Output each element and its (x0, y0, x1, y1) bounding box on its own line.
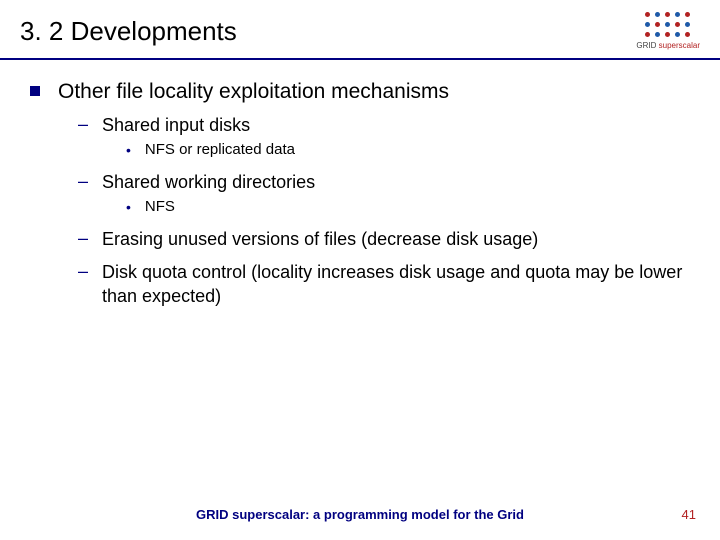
dot-bullet-icon: • (126, 198, 131, 218)
bullet-level1-text: Other file locality exploitation mechani… (58, 80, 449, 104)
slide-title: 3. 2 Developments (20, 16, 237, 47)
bullet-level1: Other file locality exploitation mechani… (30, 80, 690, 104)
logo-caption: GRID superscalar (636, 41, 700, 50)
bullet-level2: – Shared working directories (78, 171, 690, 194)
brand-logo: GRID superscalar (636, 12, 700, 50)
bullet-level2: – Disk quota control (locality increases… (78, 261, 690, 308)
bullet-level2-text: Shared working directories (102, 171, 315, 194)
dash-bullet-icon: – (78, 114, 88, 136)
logo-dot-grid (645, 12, 692, 39)
bullet-level3: • NFS (126, 198, 690, 218)
dash-bullet-icon: – (78, 261, 88, 283)
bullet-level3-text: NFS (145, 198, 175, 215)
page-number: 41 (682, 507, 696, 522)
dash-bullet-icon: – (78, 228, 88, 250)
slide-footer: GRID superscalar: a programming model fo… (0, 507, 720, 522)
slide-header: 3. 2 Developments GRID superscalar (0, 0, 720, 60)
square-bullet-icon (30, 86, 40, 96)
bullet-level3: • NFS or replicated data (126, 141, 690, 161)
bullet-level2-text: Disk quota control (locality increases d… (102, 261, 690, 308)
bullet-level2-text: Erasing unused versions of files (decrea… (102, 228, 538, 251)
slide-body: Other file locality exploitation mechani… (0, 60, 720, 308)
bullet-level2-text: Shared input disks (102, 114, 250, 137)
bullet-level2: – Erasing unused versions of files (decr… (78, 228, 690, 251)
dot-bullet-icon: • (126, 141, 131, 161)
bullet-level3-text: NFS or replicated data (145, 141, 295, 158)
dash-bullet-icon: – (78, 171, 88, 193)
bullet-level2: – Shared input disks (78, 114, 690, 137)
